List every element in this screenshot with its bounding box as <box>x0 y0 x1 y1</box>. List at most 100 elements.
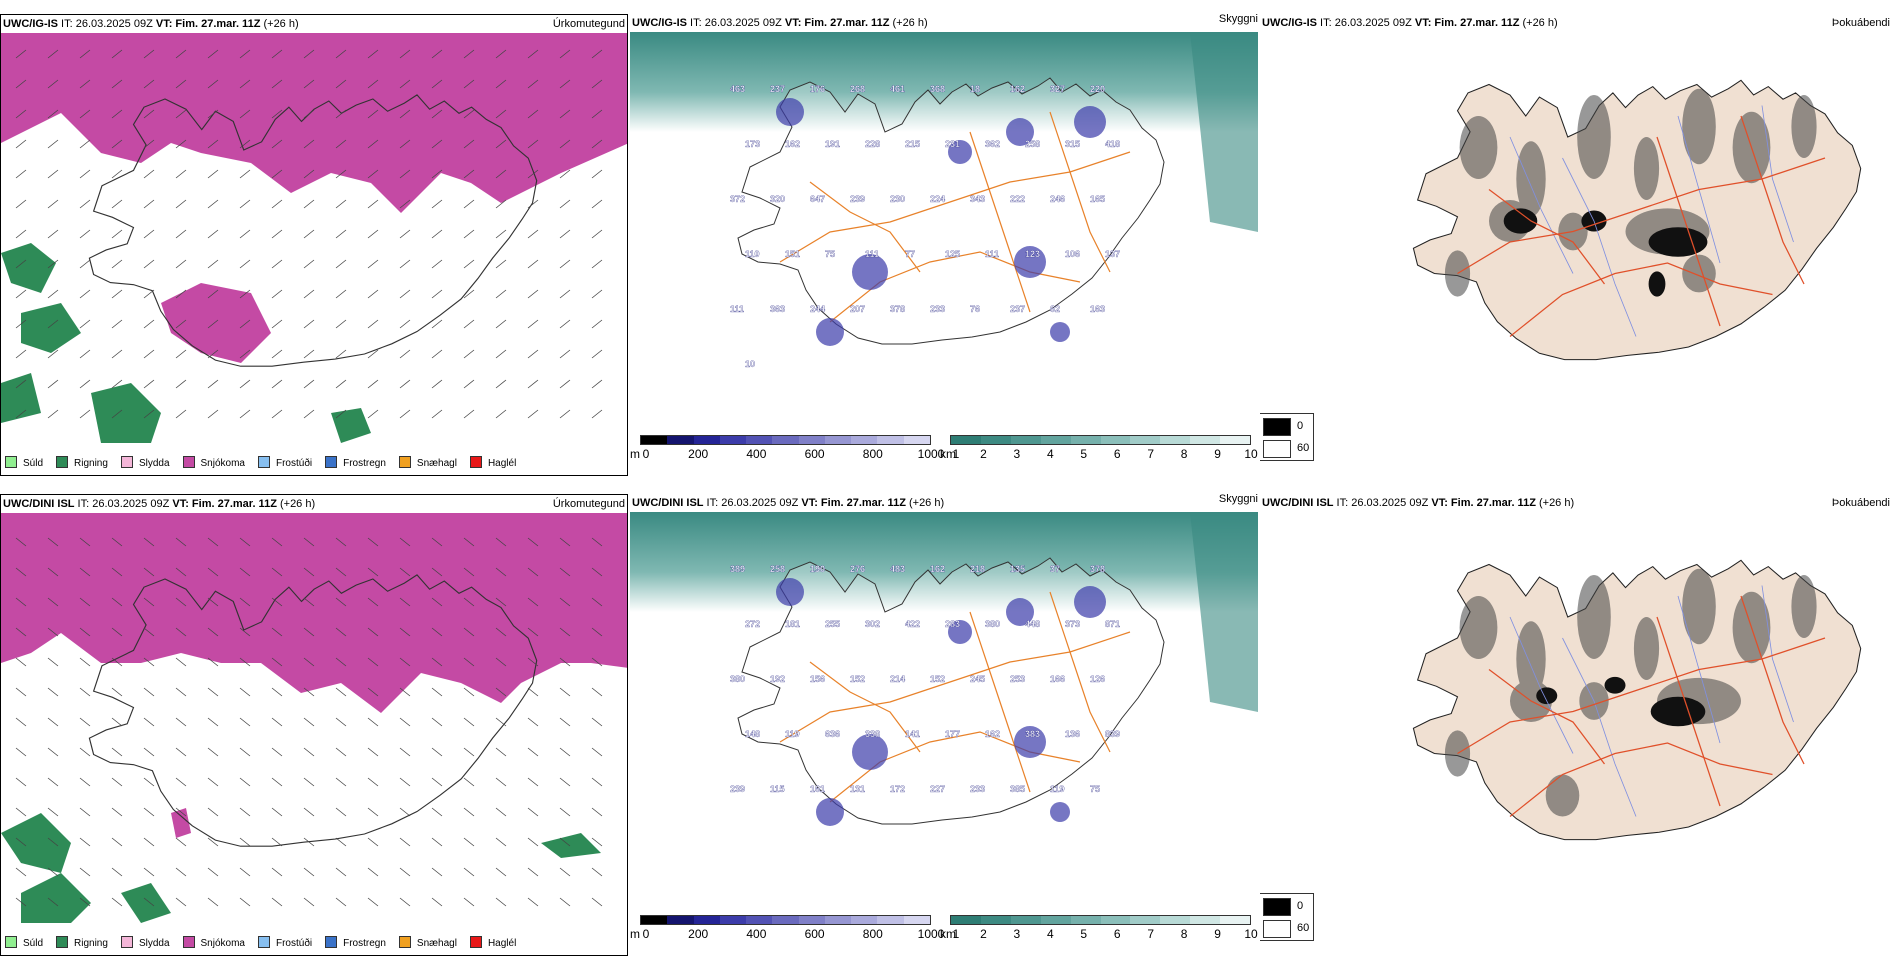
valid-time-label: VT: <box>801 497 818 509</box>
wind-barb <box>591 259 603 269</box>
legend-item-0: Súld <box>5 456 43 469</box>
color-bin <box>824 916 852 924</box>
wind-barb <box>143 537 155 547</box>
cloud-base-label: 77 <box>905 249 915 259</box>
wind-barb <box>463 717 475 727</box>
precip-type-panel-row2: UWC/DINI ISL IT: 26.03.2025 09Z VT: Fim.… <box>0 494 628 956</box>
wind-barb <box>143 169 155 179</box>
wind-barb <box>559 837 571 847</box>
fog-shade <box>1577 95 1611 179</box>
legend-label: Frostúði <box>275 938 313 949</box>
wind-barb <box>559 777 571 787</box>
wind-barb <box>303 79 315 89</box>
cloud-base-label: 448 <box>1025 619 1040 629</box>
cloud-base-label: 214 <box>890 674 905 684</box>
wind-barb <box>495 897 507 907</box>
wind-barb <box>47 199 59 209</box>
wind-barb <box>335 657 347 667</box>
rain-patch <box>21 873 91 923</box>
cloud-base-label: 148 <box>745 729 760 739</box>
wind-barb <box>399 687 411 697</box>
legend-label: Frostregn <box>343 938 386 949</box>
wind-barb <box>79 259 91 269</box>
wind-barb <box>47 657 59 667</box>
wind-barb <box>207 139 219 149</box>
wind-barb <box>463 537 475 547</box>
wind-barb <box>111 289 123 299</box>
wind-barb <box>15 49 27 59</box>
wind-barb <box>335 897 347 907</box>
cloud-base-label: 231 <box>945 139 960 149</box>
wind-barb <box>367 139 379 149</box>
wind-barb <box>463 349 475 359</box>
wind-barb <box>47 289 59 299</box>
cloud-base-label: 162 <box>985 729 1000 739</box>
wind-barb <box>271 627 283 637</box>
visibility-field <box>630 512 1258 712</box>
wind-barb <box>79 139 91 149</box>
wind-barb <box>239 627 251 637</box>
legend-item-5: Frostregn <box>325 936 386 949</box>
fog-shade <box>1459 596 1498 659</box>
wind-barb <box>239 259 251 269</box>
wind-barb <box>559 79 571 89</box>
fog-panel-row2: UWC/DINI ISL IT: 26.03.2025 09Z VT: Fim.… <box>1260 494 1900 956</box>
wind-barb <box>239 49 251 59</box>
color-bin <box>719 916 747 924</box>
wind-barb <box>143 897 155 907</box>
wind-barb <box>463 747 475 757</box>
cloud-base-label: 258 <box>1025 139 1040 149</box>
wind-barb <box>143 259 155 269</box>
wind-barb <box>207 169 219 179</box>
wind-barb <box>239 837 251 847</box>
color-bin <box>1040 916 1071 924</box>
color-bin <box>641 436 668 444</box>
wind-barb <box>303 319 315 329</box>
wind-barb <box>527 777 539 787</box>
wind-barb <box>527 109 539 119</box>
panel-title: Þokuábendi <box>1831 497 1890 509</box>
legend-swatch <box>469 456 482 468</box>
wind-barb <box>143 319 155 329</box>
cloud-base-label: 373 <box>1065 619 1080 629</box>
color-bin <box>746 436 773 444</box>
wind-barb <box>15 717 27 727</box>
legend-swatch <box>398 456 411 468</box>
wind-barb <box>303 717 315 727</box>
wind-barb <box>15 777 27 787</box>
legend-item-2: Slydda <box>120 456 170 469</box>
wind-barb <box>399 837 411 847</box>
legend-swatch <box>182 936 195 948</box>
wind-barb <box>591 627 603 637</box>
valid-time-label: VT: <box>172 498 189 510</box>
rain-patch <box>1 373 41 423</box>
wind-barb <box>79 409 91 419</box>
wind-barb <box>207 867 219 877</box>
road <box>1509 742 1773 817</box>
wind-barb <box>271 409 283 419</box>
legend-swatch <box>120 936 133 948</box>
wind-barb <box>111 169 123 179</box>
legend-item-7: Haglél <box>469 456 516 469</box>
wind-barb <box>239 777 251 787</box>
init-time: IT: 26.03.2025 09Z <box>703 497 802 509</box>
legend-label: Frostregn <box>343 458 386 469</box>
wind-barb <box>495 319 507 329</box>
visibility-tick: 4 <box>1046 927 1054 941</box>
wind-barb <box>431 379 443 389</box>
wind-barb <box>79 717 91 727</box>
fog-geo <box>1412 559 1862 841</box>
wind-barb <box>271 537 283 547</box>
wind-barb <box>303 597 315 607</box>
color-bin <box>693 436 720 444</box>
fog-legend-label: 0 <box>1297 900 1304 912</box>
wind-barb <box>399 139 411 149</box>
wind-barb <box>495 717 507 727</box>
wind-barb <box>367 289 379 299</box>
road <box>1656 136 1721 327</box>
wind-barb <box>207 717 219 727</box>
wind-barb <box>79 289 91 299</box>
wind-barb <box>367 349 379 359</box>
coastline <box>88 574 538 847</box>
wind-barb <box>527 199 539 209</box>
